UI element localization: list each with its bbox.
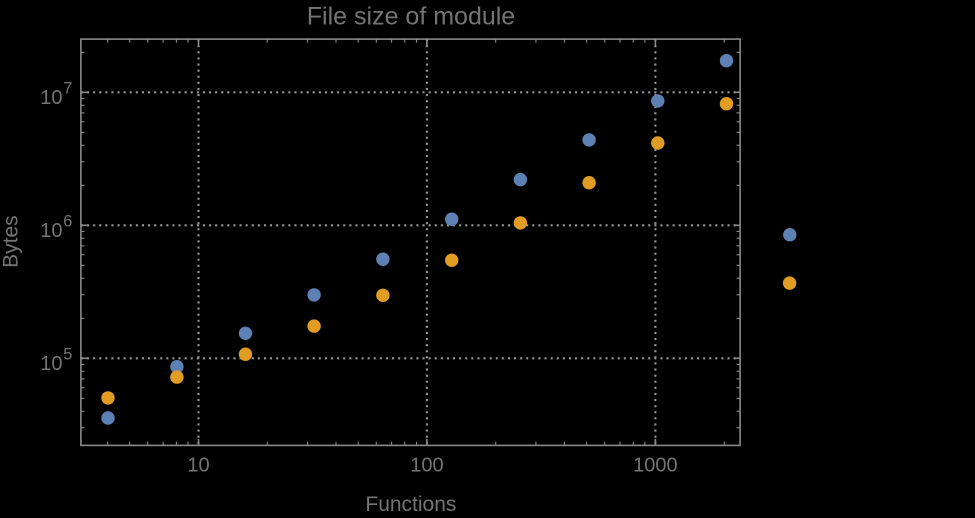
svg-text:File size of module: File size of module [307, 2, 515, 30]
svg-text:10: 10 [40, 87, 62, 109]
svg-text:100: 100 [410, 454, 443, 476]
svg-text:Bytes: Bytes [0, 215, 23, 268]
svg-text:Functions: Functions [365, 493, 456, 513]
svg-text:10: 10 [40, 353, 62, 375]
svg-text:1000: 1000 [633, 454, 678, 476]
svg-text:5: 5 [63, 346, 72, 364]
svg-text:10: 10 [187, 454, 209, 476]
svg-text:7: 7 [63, 80, 72, 98]
svg-text:10: 10 [40, 220, 62, 242]
svg-text:6: 6 [63, 213, 72, 231]
